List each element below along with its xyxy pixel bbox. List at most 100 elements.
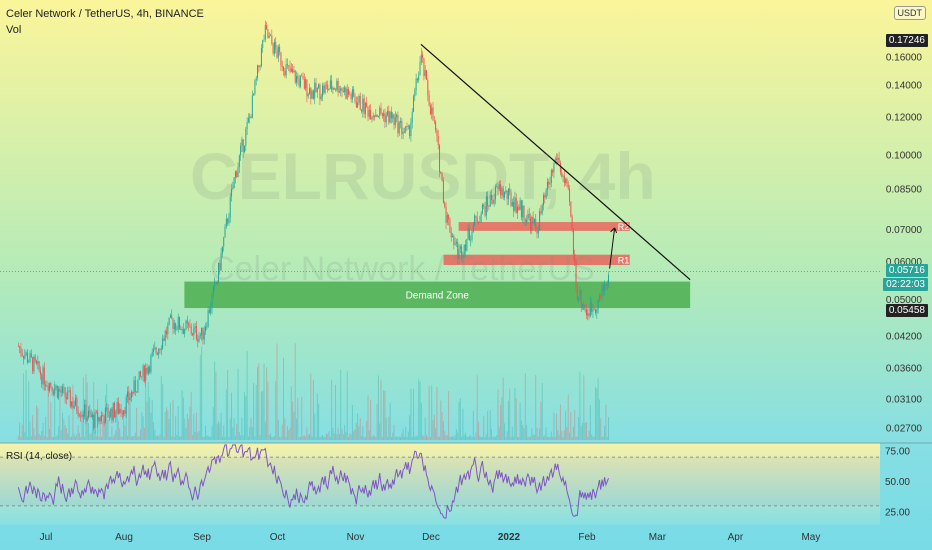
candle [439, 145, 441, 172]
candle [264, 25, 266, 40]
y-tick-label: 0.04200 [886, 331, 923, 342]
volume-bar [255, 384, 257, 440]
candle [336, 80, 338, 91]
volume-bar [180, 436, 182, 440]
volume-bar [62, 412, 64, 440]
volume-bar [205, 425, 207, 440]
candle [224, 226, 226, 238]
volume-bar [38, 433, 40, 440]
candle [276, 48, 278, 58]
x-tick-label: 2022 [498, 532, 521, 543]
candle [163, 338, 165, 341]
candle [606, 284, 608, 286]
candle [25, 352, 27, 356]
candle [227, 218, 229, 224]
candle [578, 298, 580, 300]
volume-bar [34, 435, 36, 440]
volume-bar [46, 436, 48, 440]
volume-bar [128, 391, 130, 440]
currency-button[interactable]: USDT [893, 6, 926, 20]
candle [111, 408, 113, 421]
volume-bar [415, 435, 417, 440]
candle [441, 173, 443, 181]
volume-bar [541, 383, 543, 440]
volume-bar [159, 434, 161, 440]
volume-bar [250, 417, 252, 440]
volume-bar [149, 397, 151, 440]
volume-bar [95, 435, 97, 440]
volume-bar [82, 377, 84, 440]
volume-bar [471, 437, 473, 440]
volume-bar [366, 421, 368, 440]
volume-bar [176, 434, 178, 440]
trend-line[interactable] [420, 43, 691, 281]
volume-bar [202, 436, 204, 440]
candle [519, 200, 521, 211]
volume-bar [548, 436, 550, 440]
volume-bar [20, 436, 22, 440]
volume-bar [596, 388, 598, 440]
rsi-label[interactable]: RSI (14, close) [6, 451, 73, 462]
candle [245, 129, 247, 146]
volume-bar [488, 437, 490, 440]
volume-label[interactable]: Vol [6, 24, 22, 36]
volume-bar [290, 386, 292, 440]
volume-bar [392, 432, 394, 440]
volume-bar [171, 436, 173, 440]
candle [394, 117, 396, 126]
volume-bar [143, 427, 145, 440]
volume-bar [463, 435, 465, 440]
candle [246, 121, 248, 130]
candle [124, 410, 126, 414]
volume-bar [435, 428, 437, 440]
candle [517, 206, 519, 213]
candle [220, 253, 222, 271]
candle [370, 109, 372, 120]
candle [566, 178, 568, 184]
candle [427, 79, 429, 96]
candle [345, 87, 347, 99]
volume-bar [251, 427, 253, 440]
candle [228, 217, 230, 224]
candle [415, 78, 417, 91]
volume-bar [602, 436, 604, 440]
volume-bar [130, 436, 132, 440]
volume-bar [237, 368, 239, 440]
candle [436, 130, 438, 136]
volume-bar [556, 413, 558, 440]
candle [331, 80, 333, 90]
candle [480, 213, 482, 222]
demand-price-label: 0.05458 [885, 304, 928, 317]
projection-arrow[interactable] [609, 227, 616, 269]
candle [476, 217, 478, 223]
volume-bar [273, 436, 275, 440]
candle [357, 102, 359, 108]
resistance-zone-r1[interactable] [443, 254, 630, 266]
volume-bar [284, 418, 286, 440]
volume-bar [329, 436, 331, 440]
volume-bar [163, 436, 165, 440]
volume-bar [545, 427, 547, 440]
chart-title[interactable]: Celer Network / TetherUS, 4h, BINANCE [6, 8, 204, 20]
volume-bar [491, 428, 493, 440]
volume-bar [125, 405, 127, 440]
volume-bar [316, 393, 318, 440]
volume-bar [565, 410, 567, 440]
volume-bar [546, 436, 548, 440]
volume-bar [403, 436, 405, 440]
volume-bar [197, 432, 199, 440]
candle [523, 205, 525, 221]
candle [185, 320, 187, 330]
volume-bar [67, 433, 69, 440]
volume-bar [298, 436, 300, 440]
volume-bar [336, 434, 338, 440]
resistance-zone-r2[interactable] [458, 222, 630, 231]
candle [237, 166, 239, 178]
volume-bar [448, 391, 450, 440]
candle [553, 163, 555, 173]
volume-bar [398, 436, 400, 440]
candle [199, 335, 201, 336]
candle [277, 46, 279, 58]
volume-bar [384, 390, 386, 440]
